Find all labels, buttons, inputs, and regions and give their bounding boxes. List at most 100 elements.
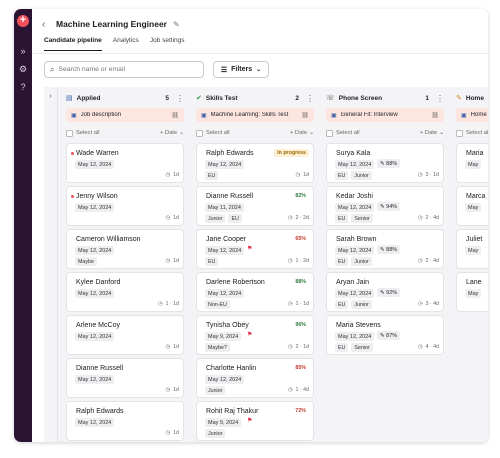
stage-box[interactable]: ▣ Machine Learning: Skills Test ⛓ xyxy=(196,108,314,122)
pencil-icon: ✎ xyxy=(380,160,385,167)
candidate-card[interactable]: Rohit Raj Thakur May 9, 2024 72% ⚑ Junior xyxy=(196,401,314,441)
candidate-card[interactable]: Marca May xyxy=(456,186,488,226)
collapse-chevron-icon[interactable]: › xyxy=(44,87,58,442)
candidate-name: Rohit Raj Thakur xyxy=(206,408,259,415)
card-meta: ◷ 1 · 1d xyxy=(287,301,309,307)
link-icon[interactable]: ⛓ xyxy=(171,112,179,119)
tab-candidate-pipeline[interactable]: Candidate pipeline xyxy=(44,37,102,51)
add-icon[interactable]: + xyxy=(17,15,29,27)
tag-list: Junior xyxy=(205,386,226,395)
clock-icon: ◷ xyxy=(165,215,171,221)
search-input[interactable] xyxy=(58,66,194,73)
score-badge: 88% xyxy=(292,278,309,286)
tag: Junior xyxy=(205,214,226,223)
candidate-name: Dianne Russell xyxy=(206,193,254,200)
date-sort-button[interactable]: + Date xyxy=(419,130,438,136)
expand-icon[interactable]: » xyxy=(20,46,26,56)
card-meta: ◷ 1d xyxy=(165,387,179,393)
edit-icon[interactable]: ✎ xyxy=(173,19,180,29)
back-icon[interactable]: ‹ xyxy=(42,18,46,30)
select-all-label: Select all xyxy=(466,130,488,136)
check-icon: ✔ xyxy=(196,95,202,102)
clock-icon: ◷ xyxy=(417,344,423,350)
flag-icon: ⚑ xyxy=(247,418,253,424)
filters-button[interactable]: ☰ Filters ⌄ xyxy=(213,61,269,78)
stage-label: Machine Learning: Skills Test xyxy=(210,112,289,118)
applied-date: May 12, 2024 xyxy=(335,332,375,341)
candidate-card[interactable]: Jane Cooper May 12, 2024 65% ⚑ EU ◷ 1 · 2d xyxy=(196,229,314,269)
candidate-card[interactable]: Kylee Danford May 12, 2024 ◷ 1 · 1d xyxy=(66,272,184,312)
candidate-card[interactable]: Ralph Edwards May 12, 2024 ◷ 1d xyxy=(66,401,184,441)
select-all-checkbox[interactable] xyxy=(326,129,333,137)
tag-list: EU Junior xyxy=(335,257,372,266)
date-sort-button[interactable]: + Date xyxy=(159,130,178,136)
pipeline-column: ✎ Home ⋮ ▣ Home ⛓ Select all + Date ⌄ Ma… xyxy=(452,87,488,442)
candidate-card[interactable]: Dianne Russell May 11, 2024 82% Junior EU ◷ 2 … xyxy=(196,186,314,226)
candidate-name: Maria Stevens xyxy=(336,322,381,329)
chat-icon: ▣ xyxy=(461,112,467,119)
tab-analytics[interactable]: Analytics xyxy=(112,37,139,44)
applied-date: May 9, 2024 xyxy=(205,418,242,427)
stage-box[interactable]: ▣ Home ⛓ xyxy=(456,108,488,122)
candidate-card[interactable]: Sarah Brown May 12, 2024 ✎ 88% EU Junior ◷ 2 ·… xyxy=(326,229,444,269)
select-all-checkbox[interactable] xyxy=(456,129,463,137)
candidate-card[interactable]: Aryan Jain May 12, 2024 ✎ 92% EU Junior ◷ 3 · … xyxy=(326,272,444,312)
select-all-checkbox[interactable] xyxy=(196,129,203,137)
app-window: + » ⚙ ? ‹ Machine Learning Engineer ✎ Ca… xyxy=(14,9,488,442)
pipeline-column: ▤ Applied 5 ⋮ ▣ Job description ⛓ Select… xyxy=(62,87,188,442)
date-sort-button[interactable]: + Date xyxy=(289,130,308,136)
applied-date: May 12, 2024 xyxy=(205,246,245,255)
candidate-card[interactable]: Ralph Edwards May 12, 2024 In progress EU ◷ 1… xyxy=(196,143,314,183)
candidate-name: Kylee Danford xyxy=(76,279,121,286)
help-icon[interactable]: ? xyxy=(20,82,26,92)
candidate-card[interactable]: Maria Stevens May 12, 2024 ✎ 87% EU Senior ◷ 4… xyxy=(326,315,444,355)
candidate-card[interactable]: Surya Kala May 12, 2024 ✎ 88% EU Junior ◷ 3 · … xyxy=(326,143,444,183)
select-all-checkbox[interactable] xyxy=(66,129,73,137)
applied-date: May xyxy=(465,289,482,298)
candidate-card[interactable]: Dianne Russell May 12, 2024 ◷ 1d xyxy=(66,358,184,398)
page-title: Machine Learning Engineer xyxy=(56,19,167,29)
card-meta: ◷ 1d xyxy=(165,344,179,350)
search-icon: ⌕ xyxy=(50,64,55,74)
candidate-card[interactable]: Wade Warren May 12, 2024 ◷ 1d xyxy=(66,143,184,183)
pencil-icon: ✎ xyxy=(380,289,385,296)
candidate-card[interactable]: Jenny Wilson May 12, 2024 ◷ 1d xyxy=(66,186,184,226)
candidate-card[interactable]: Darlene Robertson May 12, 2024 88% Non-EU ◷ 1… xyxy=(196,272,314,312)
more-icon[interactable]: ⋮ xyxy=(436,93,444,103)
candidate-name: Ralph Edwards xyxy=(206,150,254,157)
candidate-card[interactable]: Tynisha Obey May 9, 2024 96% ⚑ Maybe? ◷ 2 · 1d xyxy=(196,315,314,355)
candidate-name: Aryan Jain xyxy=(336,279,370,286)
candidate-card[interactable]: Lane May xyxy=(456,272,488,312)
candidate-card[interactable]: Kedar Joshi May 12, 2024 ✎ 94% EU Senior ◷ 2 ·… xyxy=(326,186,444,226)
applied-date: May xyxy=(465,160,482,169)
candidate-name: Tynisha Obey xyxy=(206,322,249,329)
link-icon[interactable]: ⛓ xyxy=(431,112,439,119)
more-icon[interactable]: ⋮ xyxy=(176,93,184,103)
link-icon[interactable]: ⛓ xyxy=(301,112,309,119)
score-badge: ✎ 92% xyxy=(377,288,401,297)
candidate-card[interactable]: Juliet May xyxy=(456,229,488,269)
select-row: Select all + Date ⌄ xyxy=(196,128,314,138)
tag: EU xyxy=(205,171,219,180)
candidate-card[interactable]: Cameron Williamson May 12, 2024 Maybe ◷ 1d xyxy=(66,229,184,269)
tab-job-settings[interactable]: Job settings xyxy=(149,37,185,44)
chevron-down-icon: ⌄ xyxy=(179,130,184,136)
card-meta: ◷ 1d xyxy=(165,172,179,178)
gear-icon[interactable]: ⚙ xyxy=(18,64,28,74)
candidate-card[interactable]: Arlene McCoy May 12, 2024 ◷ 1d xyxy=(66,315,184,355)
card-meta: ◷ 4 · 4d xyxy=(417,344,439,350)
more-icon[interactable]: ⋮ xyxy=(306,93,314,103)
tag: Senior xyxy=(351,214,373,223)
tag-list: EU xyxy=(205,257,219,266)
stage-box[interactable]: ▣ General Fit: Interview ⛓ xyxy=(326,108,444,122)
candidate-card[interactable]: Charlotte Hanlin May 12, 2024 85% Junior ◷ 1 … xyxy=(196,358,314,398)
tag-list: Junior xyxy=(205,429,226,438)
stage-label: General Fit: Interview xyxy=(340,112,398,118)
new-indicator xyxy=(71,195,74,198)
score-badge: 85% xyxy=(292,364,309,372)
stage-box[interactable]: ▣ Job description ⛓ xyxy=(66,108,184,122)
card-meta: ◷ 3 · 4d xyxy=(417,301,439,307)
phone-icon: ☏ xyxy=(326,95,335,102)
filter-icon: ☰ xyxy=(220,66,228,74)
candidate-card[interactable]: Maria May xyxy=(456,143,488,183)
